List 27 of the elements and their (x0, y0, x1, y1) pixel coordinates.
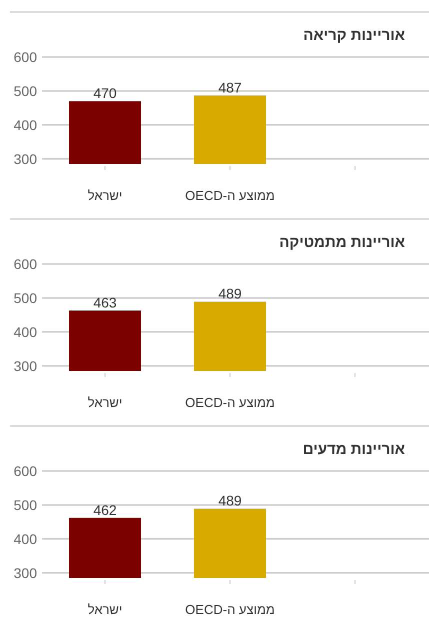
y-tick-label: 600 (14, 256, 38, 272)
y-tick-label: 300 (14, 564, 38, 581)
chart-title: אוריינות מדעים (302, 441, 405, 458)
chart-title: אוריינות מתמטיקה (279, 234, 405, 251)
y-tick-label: 600 (14, 463, 38, 479)
y-tick-label: 300 (14, 150, 38, 167)
x-tick-label: ממוצע ה-OECD (185, 602, 275, 617)
y-tick-label: 400 (14, 530, 38, 547)
data-label: 489 (218, 286, 242, 302)
x-tick-label: ישראל (88, 602, 122, 617)
x-tick-label: ישראל (88, 188, 122, 203)
y-tick-label: 400 (14, 116, 38, 133)
x-tick-label: ישראל (88, 395, 122, 410)
y-tick-label: 500 (14, 290, 38, 306)
x-tick-label: ממוצע ה-OECD (185, 188, 275, 203)
data-label: 489 (218, 492, 242, 509)
data-label: 470 (93, 85, 117, 102)
data-label: 487 (218, 79, 242, 96)
y-tick-label: 600 (14, 49, 38, 65)
y-tick-label: 300 (14, 358, 38, 374)
chart-title: אוריינות קריאה (303, 27, 405, 44)
y-tick-label: 500 (14, 496, 38, 513)
y-tick-label: 500 (14, 82, 38, 99)
data-label: 462 (93, 502, 117, 518)
data-label: 463 (93, 294, 117, 311)
x-tick-label: ממוצע ה-OECD (185, 395, 275, 410)
y-tick-label: 400 (14, 324, 38, 340)
